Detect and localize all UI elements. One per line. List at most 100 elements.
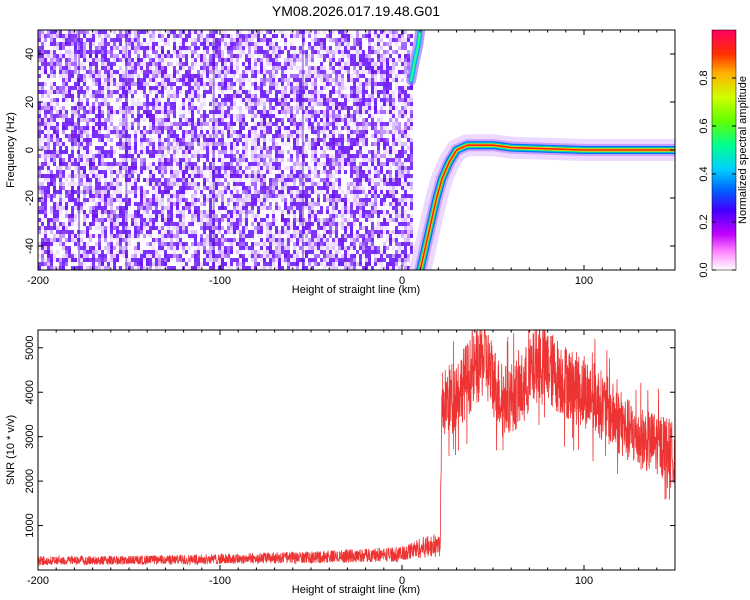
noise-cell [230, 94, 233, 100]
noise-cell [218, 58, 221, 63]
noise-cell [53, 154, 56, 161]
noise-cell [155, 50, 158, 55]
noise-cell [86, 50, 89, 57]
noise-cell [80, 54, 83, 58]
noise-cell [170, 198, 173, 204]
noise-cell [119, 126, 122, 132]
noise-cell [263, 194, 266, 199]
noise-cell [266, 250, 269, 255]
noise-cell [212, 246, 215, 252]
noise-cell [209, 158, 212, 163]
noise-cell [149, 230, 152, 237]
noise-cell [104, 86, 107, 92]
noise-cell [251, 246, 254, 250]
noise-cell [53, 78, 56, 85]
noise-cell [113, 266, 116, 270]
noise-cell [206, 126, 209, 132]
noise-cell [164, 158, 167, 164]
noise-cell [113, 198, 116, 203]
noise-cell [92, 206, 95, 211]
noise-cell [203, 62, 206, 66]
noise-cell [110, 146, 113, 150]
noise-cell [266, 154, 269, 161]
noise-cell [41, 114, 44, 118]
noise-cell [110, 58, 113, 63]
noise-cell [38, 114, 41, 119]
noise-cell [284, 202, 287, 207]
noise-cell [251, 210, 254, 217]
noise-cell [284, 58, 287, 64]
noise-cell [176, 210, 179, 215]
noise-cell [176, 194, 179, 201]
noise-cell [230, 226, 233, 232]
noise-cell [38, 146, 41, 150]
noise-cell [152, 178, 155, 182]
noise-cell [275, 194, 278, 201]
noise-cell [257, 102, 260, 107]
noise-cell [287, 54, 290, 61]
noise-cell [122, 98, 125, 103]
noise-cell [119, 50, 122, 54]
noise-cell [233, 94, 236, 100]
noise-cell [191, 238, 194, 244]
noise-cell [71, 94, 74, 98]
noise-cell [224, 142, 227, 149]
noise-cell [200, 230, 203, 236]
noise-cell [203, 50, 206, 57]
noise-cell [125, 78, 128, 83]
noise-cell [230, 190, 233, 196]
noise-cell [65, 42, 68, 47]
noise-cell [146, 74, 149, 79]
noise-cell [176, 226, 179, 232]
noise-cell [233, 210, 236, 217]
noise-cell [275, 250, 278, 254]
noise-cell [68, 262, 71, 268]
noise-cell [104, 234, 107, 238]
noise-cell [269, 118, 272, 124]
noise-cell [215, 226, 218, 230]
noise-cell [200, 74, 203, 79]
noise-cell [140, 62, 143, 66]
noise-cell [104, 106, 107, 112]
noise-cell [92, 94, 95, 99]
noise-cell [212, 110, 215, 115]
noise-cell [155, 166, 158, 171]
noise-cell [176, 186, 179, 190]
noise-cell [155, 194, 158, 198]
noise-cell [56, 246, 59, 252]
noise-cell [188, 146, 191, 153]
noise-cell [47, 182, 50, 188]
noise-cell [92, 234, 95, 238]
noise-cell [149, 118, 152, 122]
noise-cell [47, 174, 50, 180]
noise-cell [206, 190, 209, 194]
noise-cell [278, 170, 281, 175]
noise-cell [158, 162, 161, 167]
noise-cell [221, 46, 224, 53]
noise-cell [107, 42, 110, 48]
noise-cell [251, 166, 254, 170]
noise-cell [149, 130, 152, 137]
noise-cell [245, 58, 248, 62]
noise-cell [227, 222, 230, 228]
noise-cell [47, 242, 50, 249]
noise-cell [110, 238, 113, 245]
noise-cell [182, 130, 185, 137]
noise-cell [107, 46, 110, 52]
noise-cell [122, 102, 125, 108]
noise-cell [65, 150, 68, 155]
noise-cell [128, 34, 131, 38]
noise-cell [254, 42, 257, 46]
noise-cell [38, 230, 41, 237]
noise-cell [227, 126, 230, 130]
noise-cell [158, 110, 161, 114]
noise-cell [50, 202, 53, 209]
noise-cell [74, 254, 77, 259]
noise-cell [170, 186, 173, 190]
noise-cell [74, 194, 77, 198]
noise-cell [56, 170, 59, 176]
noise-cell [164, 238, 167, 242]
noise-cell [68, 126, 71, 133]
noise-cell [266, 222, 269, 227]
noise-cell [137, 78, 140, 85]
